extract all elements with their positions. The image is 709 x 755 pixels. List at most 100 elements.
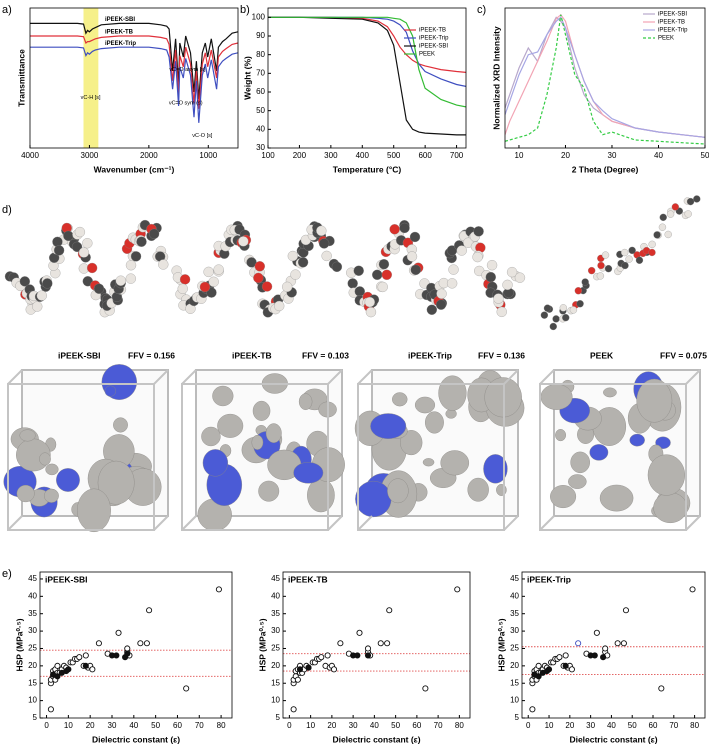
void-blob (589, 444, 609, 461)
void-blob (201, 426, 221, 447)
plot-frame (29, 7, 239, 149)
x-tick-label: 80 (455, 721, 464, 730)
atom (377, 281, 388, 293)
plot-title: iPEEK-Trip (527, 574, 571, 584)
box-edge (685, 515, 701, 531)
y-tick-label: 45 (28, 574, 37, 583)
series-line (505, 16, 705, 138)
point (593, 629, 600, 636)
atom (569, 306, 578, 314)
point (535, 673, 542, 680)
atom (604, 265, 613, 273)
panel-label: c) (477, 4, 486, 16)
atom (78, 247, 90, 258)
ffv-label: FFV = 0.075 (660, 350, 707, 360)
point (54, 662, 61, 669)
atom (625, 255, 633, 263)
y-tick-label: 25 (28, 644, 37, 653)
point (183, 685, 190, 692)
point (600, 654, 607, 661)
y-tick-label: 45 (510, 574, 519, 583)
y-tick-label: 30 (256, 143, 265, 152)
void-blob (599, 484, 634, 512)
series-line (505, 16, 705, 138)
y-tick-label: 100 (252, 12, 266, 21)
y-tick-label: 10 (28, 696, 37, 705)
x-tick-label: 3000 (81, 151, 99, 160)
x-tick-label: 30 (586, 721, 595, 730)
point (146, 607, 153, 614)
atom (581, 278, 589, 286)
atom (71, 241, 83, 253)
x-axis-label: 2 Theta (Degree) (572, 164, 639, 174)
point (65, 666, 72, 673)
atom (399, 222, 410, 234)
atom (381, 269, 392, 280)
x-tick-label: 30 (108, 721, 117, 730)
x-axis-label: Dielectric constant (ε) (332, 734, 420, 744)
atom (664, 230, 672, 239)
atom (125, 273, 136, 284)
y-axis-label: HSP (MPa⁰·⁵) (257, 618, 267, 671)
point (364, 645, 372, 652)
y-tick-label: 35 (28, 609, 37, 618)
panel-label: a) (2, 4, 12, 16)
void-blob (568, 474, 587, 489)
atom (621, 261, 629, 270)
x-axis-label: Dielectric constant (ε) (569, 734, 657, 744)
point (529, 706, 536, 713)
plot-frame (39, 571, 233, 719)
x-tick-label: 60 (649, 721, 658, 730)
point (95, 640, 102, 647)
atom (42, 278, 53, 289)
box-edge (153, 369, 169, 385)
atom (372, 269, 383, 280)
atom (456, 245, 467, 256)
y-axis-label: HSP (MPa⁰·⁵) (496, 618, 506, 671)
y-tick-label: 10 (271, 696, 280, 705)
x-tick-label: 700 (450, 151, 464, 160)
point (622, 607, 630, 614)
point (386, 607, 393, 614)
void-blob (422, 458, 435, 467)
x-tick-label: 4000 (21, 151, 39, 160)
x-tick-label: 80 (217, 721, 226, 730)
y-tick-label: 30 (510, 626, 519, 635)
x-tick-label: 40 (607, 721, 616, 730)
x-tick-label: 0 (287, 721, 292, 730)
box-front (7, 383, 155, 531)
void-blob (293, 462, 324, 484)
x-tick-label: 10 (64, 721, 73, 730)
series-label: iPEEK-Trip (105, 41, 136, 47)
box-edge (327, 515, 343, 531)
y-tick-label: 90 (256, 31, 265, 40)
atom (472, 251, 483, 263)
y-tick-label: 40 (256, 124, 265, 133)
void-blob (387, 478, 409, 504)
void-blob (97, 460, 135, 505)
atom (588, 266, 596, 275)
void-blob (45, 463, 59, 476)
y-axis-label: Weight (%) (242, 56, 252, 100)
void-blob (258, 480, 280, 502)
point (602, 645, 609, 652)
atom (426, 304, 437, 315)
atom (658, 223, 667, 231)
point (591, 652, 598, 659)
x-tick-label: 0 (44, 721, 49, 730)
atom (199, 281, 211, 293)
point (82, 662, 89, 669)
y-tick-label: 10 (510, 696, 519, 705)
atom (136, 236, 147, 247)
atom (254, 261, 265, 272)
void-blob (355, 480, 392, 518)
atom (574, 287, 582, 295)
atom (93, 283, 105, 294)
atom (389, 224, 400, 235)
box-edge (539, 369, 555, 385)
atom (648, 248, 656, 257)
point (535, 662, 542, 669)
plot (283, 653, 470, 672)
plot-frame (521, 571, 706, 719)
atom (365, 306, 377, 318)
